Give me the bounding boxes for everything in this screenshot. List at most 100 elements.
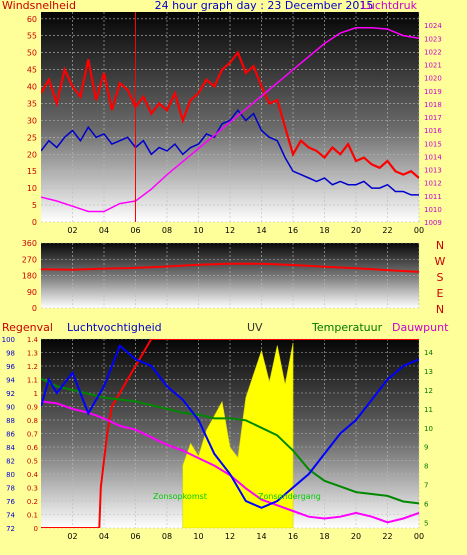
legend-label: Temperatuur bbox=[311, 321, 383, 334]
rain-tick-label: 0.9 bbox=[27, 404, 38, 412]
sunrise-annotation: Zonsopkomst bbox=[153, 492, 207, 501]
direction-tick-label: 90 bbox=[27, 288, 37, 297]
series-windvlagen bbox=[41, 50, 419, 179]
right-tick-label: 1018 bbox=[424, 101, 442, 109]
compass-label: W bbox=[435, 255, 446, 268]
rain-tick-label: 1 bbox=[34, 390, 38, 398]
rain-tick-label: 1.1 bbox=[27, 377, 38, 385]
x-tick-label: 02 bbox=[67, 226, 77, 235]
x-tick-label: 16 bbox=[288, 226, 298, 235]
left-tick-label: 25 bbox=[27, 133, 37, 142]
direction-tick-label: 180 bbox=[22, 272, 37, 281]
x-tick-label: 18 bbox=[319, 226, 329, 235]
left-tick-label: 55 bbox=[27, 32, 37, 41]
humidity-tick-label: 74 bbox=[6, 512, 15, 520]
humidity-tick-label: 92 bbox=[6, 390, 15, 398]
x-tick-label: 12 bbox=[225, 226, 235, 235]
panel3-temperature-axis: 5 6 7 8 9 10 11 12 13 14 bbox=[424, 349, 433, 527]
humidity-tick-label: 98 bbox=[6, 350, 15, 358]
rain-tick-label: 0.3 bbox=[27, 485, 38, 493]
right-tick-label: 1021 bbox=[424, 62, 442, 70]
panel1-left-axis: 0 5 10 15 20 25 30 35 40 45 50 55 60 bbox=[27, 15, 37, 227]
left-tick-label: 20 bbox=[27, 150, 37, 159]
panel1-title: 24 hour graph day : 23 December 2015 bbox=[155, 0, 374, 12]
x-tick-label: 08 bbox=[162, 226, 172, 235]
right-tick-label: 1013 bbox=[424, 167, 442, 175]
direction-tick-label: 270 bbox=[22, 255, 37, 264]
rain-tick-label: 0.7 bbox=[27, 431, 38, 439]
humidity-tick-label: 76 bbox=[6, 498, 15, 506]
humidity-tick-label: 84 bbox=[6, 444, 15, 452]
left-tick-label: 0 bbox=[32, 218, 37, 227]
panel1-x-axis: 02 04 06 08 10 12 14 16 18 20 22 00 bbox=[67, 226, 424, 235]
x-tick-label: 20 bbox=[351, 532, 361, 541]
x-tick-label: 16 bbox=[288, 532, 298, 541]
rain-tick-label: 0.5 bbox=[27, 458, 38, 466]
compass-label: E bbox=[437, 287, 444, 300]
rain-tick-label: 1.4 bbox=[27, 336, 39, 344]
legend-label: Dauwpunt bbox=[392, 321, 449, 334]
rain-tick-label: 0.2 bbox=[27, 498, 38, 506]
legend-label: Luchtvochtigheid bbox=[67, 321, 162, 334]
x-tick-label: 08 bbox=[162, 532, 172, 541]
left-tick-label: 60 bbox=[27, 15, 37, 24]
left-tick-label: 35 bbox=[27, 99, 37, 108]
temperature-tick-label: 6 bbox=[424, 500, 429, 508]
rain-tick-label: 0.8 bbox=[27, 417, 38, 425]
x-tick-label: 04 bbox=[99, 532, 109, 541]
panel3-series bbox=[41, 339, 419, 528]
rain-tick-label: 1.3 bbox=[27, 350, 38, 358]
temperature-tick-label: 8 bbox=[424, 463, 428, 471]
series-windsnelheid bbox=[41, 108, 419, 196]
panel3-x-axis: 02 04 06 08 10 12 14 16 18 20 22 00 bbox=[67, 532, 424, 541]
left-tick-label: 30 bbox=[27, 116, 37, 125]
temperature-tick-label: 11 bbox=[424, 406, 433, 414]
x-tick-label: 14 bbox=[256, 532, 266, 541]
right-tick-label: 1016 bbox=[424, 127, 442, 135]
right-tick-label: 1017 bbox=[424, 114, 442, 122]
right-tick-label: 1020 bbox=[424, 75, 442, 83]
humidity-tick-label: 90 bbox=[6, 404, 15, 412]
humidity-tick-label: 96 bbox=[6, 363, 15, 371]
right-tick-label: 1024 bbox=[424, 22, 442, 30]
panel1-right-axis: 1009 1010 1011 1012 1013 1014 1015 1016 1017 1018… bbox=[424, 22, 442, 227]
compass-label: S bbox=[437, 271, 444, 284]
humidity-tick-label: 78 bbox=[6, 485, 15, 493]
temperature-tick-label: 13 bbox=[424, 368, 433, 376]
humidity-tick-label: 82 bbox=[6, 458, 15, 466]
panel2-left-axis: 0 90 180 270 360 bbox=[22, 239, 37, 313]
panel1-series bbox=[41, 12, 419, 222]
panel3-legend: Regenval Luchtvochtigheid UV Temperatuur Dau… bbox=[2, 321, 449, 334]
series-windrichting bbox=[41, 262, 419, 273]
panel1-grid bbox=[41, 12, 420, 223]
x-tick-label: 00 bbox=[414, 532, 424, 541]
x-tick-label: 04 bbox=[99, 226, 109, 235]
series-luchtdruk bbox=[41, 27, 419, 213]
sunset-annotation: Zonsondergang bbox=[258, 492, 321, 501]
panel2-grid bbox=[41, 242, 420, 309]
left-tick-label: 50 bbox=[27, 49, 37, 58]
right-tick-label: 1014 bbox=[424, 153, 442, 161]
x-tick-label: 02 bbox=[67, 532, 77, 541]
x-tick-label: 06 bbox=[130, 226, 140, 235]
humidity-tick-label: 80 bbox=[6, 471, 15, 479]
right-tick-label: 1010 bbox=[424, 206, 442, 214]
direction-tick-label: 0 bbox=[32, 304, 37, 313]
x-tick-label: 14 bbox=[256, 226, 266, 235]
x-tick-label: 18 bbox=[319, 532, 329, 541]
humidity-tick-label: 86 bbox=[6, 431, 15, 439]
temperature-tick-label: 5 bbox=[424, 519, 428, 527]
compass-label: N bbox=[436, 303, 444, 316]
rain-tick-label: 0.1 bbox=[27, 512, 38, 520]
right-tick-label: 1023 bbox=[424, 35, 442, 43]
left-tick-label: 10 bbox=[27, 184, 37, 193]
humidity-tick-label: 100 bbox=[2, 336, 15, 344]
humidity-tick-label: 88 bbox=[6, 417, 15, 425]
left-tick-label: 45 bbox=[27, 66, 37, 75]
right-tick-label: 1022 bbox=[424, 48, 442, 56]
temperature-tick-label: 12 bbox=[424, 387, 433, 395]
humidity-tick-label: 94 bbox=[6, 377, 15, 385]
